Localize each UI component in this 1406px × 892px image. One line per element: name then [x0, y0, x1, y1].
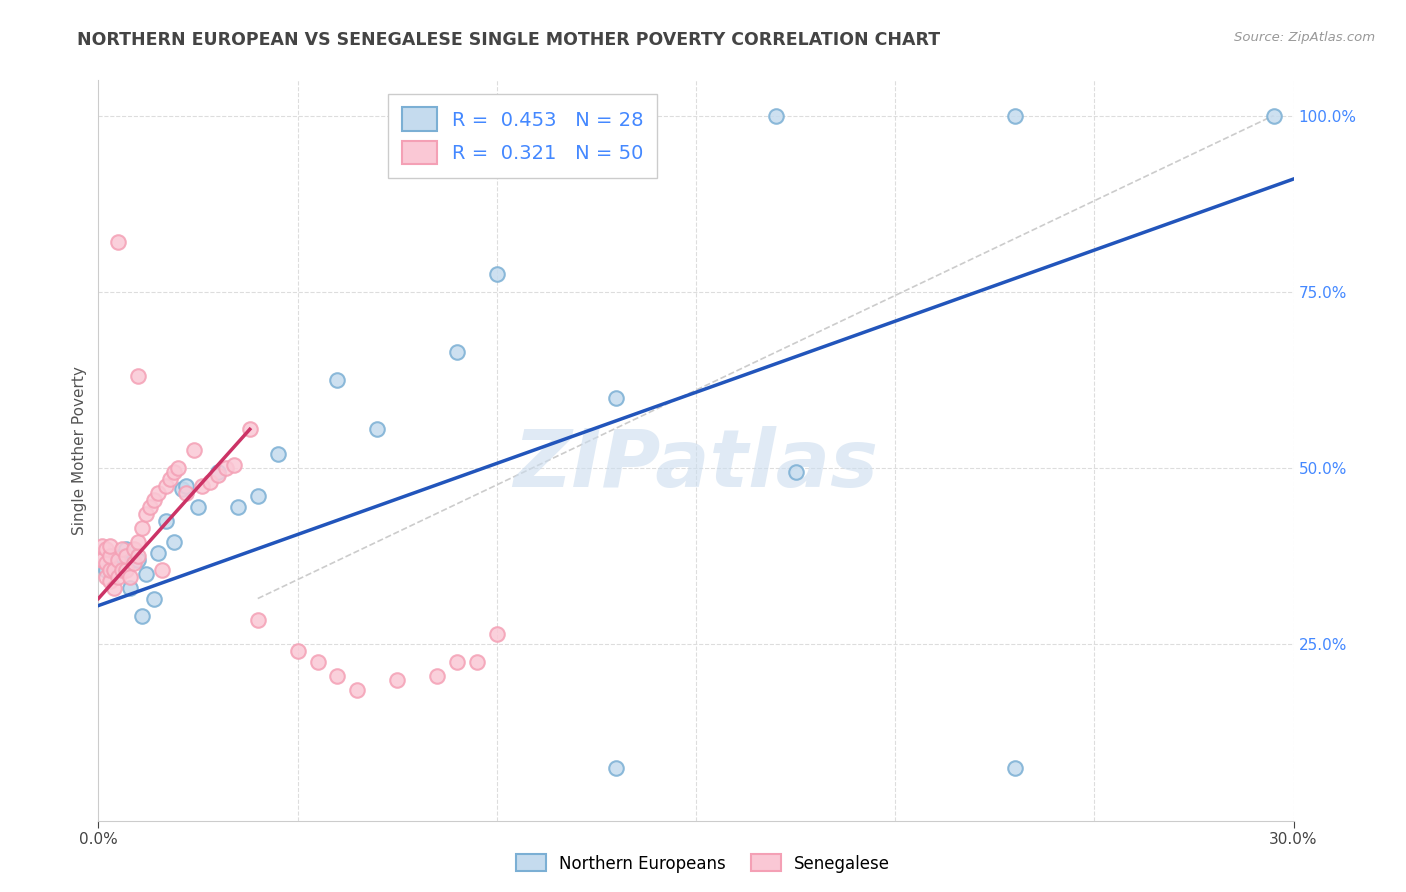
Point [143, 591, 166, 606]
Point [127, 535, 149, 549]
Text: NORTHERN EUROPEAN VS SENEGALESE SINGLE MOTHER POVERTY CORRELATION CHART: NORTHERN EUROPEAN VS SENEGALESE SINGLE M… [77, 31, 941, 49]
Point [426, 669, 449, 683]
Point [115, 563, 138, 577]
Point [163, 535, 186, 549]
Point [385, 673, 409, 687]
Point [120, 581, 142, 595]
Text: Source: ZipAtlas.com: Source: ZipAtlas.com [1234, 31, 1375, 45]
Point [135, 507, 157, 521]
Point [131, 609, 153, 624]
Text: ZIPatlas: ZIPatlas [513, 426, 879, 504]
Legend: Northern Europeans, Senegalese: Northern Europeans, Senegalese [509, 847, 897, 880]
Point [91, 553, 114, 567]
Point [207, 468, 229, 483]
Point [785, 465, 807, 479]
Point [226, 500, 249, 514]
Point [155, 514, 177, 528]
Point [135, 566, 157, 581]
Point [167, 461, 190, 475]
Point [174, 485, 197, 500]
Point [765, 109, 787, 123]
Point [346, 683, 368, 698]
Point [103, 581, 125, 595]
Point [127, 553, 149, 567]
Point [107, 235, 129, 250]
Point [191, 479, 214, 493]
Point [98, 549, 122, 564]
Point [124, 556, 146, 570]
Point [1004, 109, 1026, 123]
Point [143, 492, 166, 507]
Point [1004, 761, 1026, 775]
Point [150, 563, 173, 577]
Point [139, 500, 162, 514]
Point [96, 542, 118, 557]
Point [127, 369, 149, 384]
Point [215, 461, 238, 475]
Point [91, 539, 114, 553]
Point [1263, 109, 1285, 123]
Point [107, 559, 129, 574]
Point [163, 465, 186, 479]
Point [124, 553, 146, 567]
Point [465, 655, 488, 669]
Point [96, 570, 118, 584]
Point [131, 521, 153, 535]
Point [246, 613, 269, 627]
Point [98, 574, 122, 588]
Point [239, 422, 262, 436]
Point [485, 267, 508, 281]
Point [111, 563, 134, 577]
Point [326, 669, 349, 683]
Point [96, 563, 118, 577]
Point [172, 482, 194, 496]
Point [103, 563, 125, 577]
Point [120, 570, 142, 584]
Point [187, 500, 209, 514]
Point [148, 485, 170, 500]
Point [107, 553, 129, 567]
Point [115, 549, 138, 564]
Point [111, 549, 134, 564]
Point [307, 655, 329, 669]
Point [485, 627, 508, 641]
Point [605, 391, 627, 405]
Point [98, 539, 122, 553]
Point [267, 447, 290, 461]
Point [148, 546, 170, 560]
Point [155, 479, 177, 493]
Y-axis label: Single Mother Poverty: Single Mother Poverty [72, 366, 87, 535]
Point [207, 465, 229, 479]
Point [111, 542, 134, 557]
Point [96, 556, 118, 570]
Point [124, 542, 146, 557]
Point [115, 542, 138, 557]
Point [107, 570, 129, 584]
Point [222, 458, 245, 472]
Legend: R =  0.453   N = 28, R =  0.321   N = 50: R = 0.453 N = 28, R = 0.321 N = 50 [388, 94, 658, 178]
Point [366, 422, 388, 436]
Point [198, 475, 221, 490]
Point [246, 489, 269, 503]
Point [127, 549, 149, 564]
Point [446, 655, 468, 669]
Point [183, 443, 205, 458]
Point [446, 344, 468, 359]
Point [98, 563, 122, 577]
Point [605, 761, 627, 775]
Point [326, 373, 349, 387]
Point [98, 549, 122, 564]
Point [159, 472, 181, 486]
Point [287, 644, 309, 658]
Point [174, 479, 197, 493]
